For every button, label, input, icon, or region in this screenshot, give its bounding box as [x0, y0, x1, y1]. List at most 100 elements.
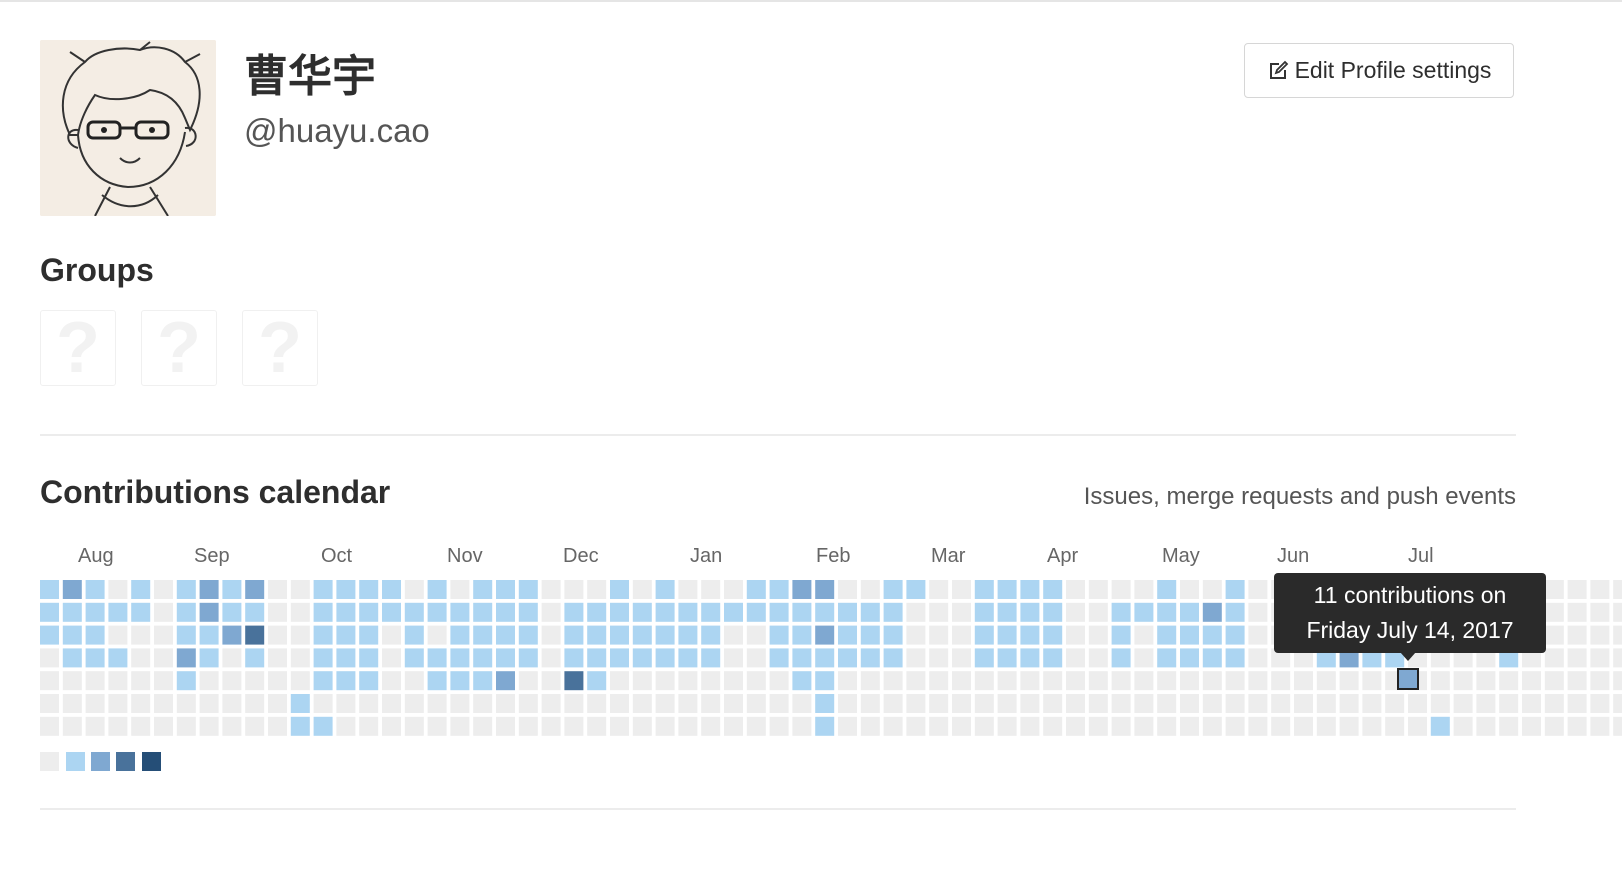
- contribution-day-cell[interactable]: [404, 671, 424, 691]
- contribution-day-cell[interactable]: [860, 625, 880, 645]
- contribution-day-cell[interactable]: [222, 625, 242, 645]
- contribution-day-cell[interactable]: [655, 694, 675, 713]
- contribution-day-cell[interactable]: [997, 625, 1017, 645]
- contribution-day-cell[interactable]: [929, 625, 949, 645]
- contribution-day-cell[interactable]: [450, 648, 470, 668]
- contribution-day-cell[interactable]: [1271, 716, 1291, 736]
- contribution-day-cell[interactable]: [610, 694, 629, 713]
- contribution-day-cell[interactable]: [1088, 671, 1108, 691]
- contribution-day-cell[interactable]: [632, 716, 652, 736]
- contribution-day-cell[interactable]: [1316, 648, 1336, 668]
- contribution-day-cell[interactable]: [450, 580, 470, 599]
- contribution-day-cell[interactable]: [1499, 694, 1519, 713]
- contribution-day-cell[interactable]: [359, 716, 379, 736]
- contribution-day-cell[interactable]: [815, 625, 835, 645]
- contribution-day-cell[interactable]: [1544, 602, 1564, 622]
- contribution-day-cell[interactable]: [815, 602, 835, 622]
- contribution-day-cell[interactable]: [222, 580, 242, 599]
- contribution-day-cell[interactable]: [541, 694, 561, 713]
- contribution-day-cell[interactable]: [678, 580, 698, 599]
- contribution-day-cell[interactable]: [1362, 648, 1382, 668]
- contribution-day-cell[interactable]: [1180, 648, 1199, 668]
- contribution-day-cell[interactable]: [359, 694, 379, 713]
- contribution-day-cell[interactable]: [1225, 648, 1245, 668]
- contribution-day-cell[interactable]: [404, 716, 424, 736]
- contribution-day-cell[interactable]: [952, 716, 971, 736]
- contribution-day-cell[interactable]: [838, 671, 857, 691]
- contribution-day-cell[interactable]: [610, 580, 629, 599]
- contribution-day-cell[interactable]: [1111, 602, 1131, 622]
- contribution-day-cell[interactable]: [1088, 694, 1108, 713]
- contribution-day-cell[interactable]: [1134, 625, 1154, 645]
- contribution-day-cell[interactable]: [473, 648, 493, 668]
- contribution-day-cell[interactable]: [1066, 694, 1085, 713]
- contribution-day-cell[interactable]: [929, 602, 949, 622]
- contribution-day-cell[interactable]: [678, 716, 698, 736]
- contribution-day-cell[interactable]: [1294, 694, 1313, 713]
- contribution-day-cell[interactable]: [40, 648, 59, 668]
- contribution-day-cell[interactable]: [268, 716, 287, 736]
- contribution-day-cell[interactable]: [1157, 648, 1177, 668]
- contribution-day-cell[interactable]: [883, 602, 903, 622]
- contribution-day-cell[interactable]: [40, 625, 59, 645]
- contribution-day-cell[interactable]: [1020, 694, 1040, 713]
- contribution-day-cell[interactable]: [154, 648, 173, 668]
- contribution-day-cell[interactable]: [336, 580, 356, 599]
- contribution-day-cell[interactable]: [1362, 694, 1382, 713]
- contribution-day-cell[interactable]: [1066, 716, 1085, 736]
- contribution-day-cell[interactable]: [1225, 694, 1245, 713]
- contribution-day-cell[interactable]: [632, 648, 652, 668]
- contribution-day-cell[interactable]: [1567, 580, 1587, 599]
- contribution-day-cell[interactable]: [268, 648, 287, 668]
- contribution-day-cell[interactable]: [1134, 694, 1154, 713]
- contribution-day-cell[interactable]: [1157, 625, 1177, 645]
- contribution-day-cell[interactable]: [222, 671, 242, 691]
- contribution-day-cell[interactable]: [746, 671, 766, 691]
- contribution-day-cell[interactable]: [906, 602, 926, 622]
- contribution-day-cell[interactable]: [746, 694, 766, 713]
- contribution-day-cell[interactable]: [450, 694, 470, 713]
- contribution-day-cell[interactable]: [450, 602, 470, 622]
- contribution-day-cell[interactable]: [1020, 580, 1040, 599]
- contribution-day-cell[interactable]: [1020, 716, 1040, 736]
- contribution-day-cell[interactable]: [1066, 648, 1085, 668]
- contribution-day-cell[interactable]: [587, 625, 607, 645]
- contribution-day-cell[interactable]: [860, 694, 880, 713]
- contribution-day-cell[interactable]: [632, 580, 652, 599]
- contribution-day-cell[interactable]: [1271, 648, 1291, 668]
- contribution-day-cell[interactable]: [1111, 716, 1131, 736]
- contribution-day-cell[interactable]: [632, 625, 652, 645]
- contribution-day-cell[interactable]: [290, 625, 310, 645]
- contribution-day-cell[interactable]: [1088, 648, 1108, 668]
- contribution-day-cell[interactable]: [678, 671, 698, 691]
- contribution-day-cell[interactable]: [1157, 580, 1177, 599]
- contribution-day-cell[interactable]: [40, 671, 59, 691]
- contribution-day-cell[interactable]: [974, 602, 994, 622]
- contribution-day-cell[interactable]: [678, 648, 698, 668]
- contribution-day-cell[interactable]: [701, 694, 721, 713]
- contribution-day-cell[interactable]: [746, 625, 766, 645]
- contribution-day-cell[interactable]: [1043, 602, 1063, 622]
- contribution-day-cell[interactable]: [496, 602, 515, 622]
- contribution-day-cell[interactable]: [564, 602, 584, 622]
- contribution-day-cell[interactable]: [85, 625, 105, 645]
- contribution-day-cell[interactable]: [564, 580, 584, 599]
- contribution-day-cell[interactable]: [860, 648, 880, 668]
- contribution-day-cell[interactable]: [724, 648, 743, 668]
- contribution-day-cell[interactable]: [1567, 671, 1587, 691]
- contribution-day-cell[interactable]: [222, 602, 242, 622]
- contribution-day-cell[interactable]: [313, 671, 333, 691]
- contribution-day-cell[interactable]: [678, 625, 698, 645]
- contribution-day-cell[interactable]: [268, 580, 287, 599]
- contribution-day-cell[interactable]: [473, 625, 493, 645]
- contribution-day-cell[interactable]: [997, 602, 1017, 622]
- contribution-day-cell[interactable]: [1316, 694, 1336, 713]
- contribution-day-cell[interactable]: [1453, 671, 1473, 691]
- contribution-day-cell[interactable]: [1408, 694, 1427, 713]
- contribution-day-cell[interactable]: [1613, 671, 1622, 691]
- contribution-day-cell[interactable]: [176, 625, 196, 645]
- contribution-day-cell[interactable]: [610, 716, 629, 736]
- contribution-day-cell[interactable]: [883, 648, 903, 668]
- contribution-day-cell[interactable]: [883, 580, 903, 599]
- contribution-day-cell[interactable]: [427, 602, 447, 622]
